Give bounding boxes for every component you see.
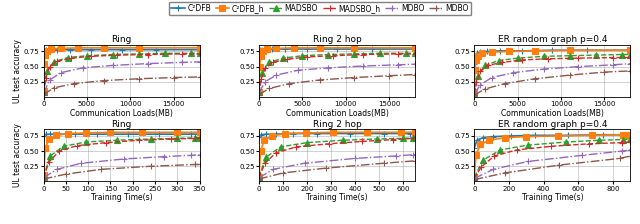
Title: Ring 2 hop: Ring 2 hop bbox=[312, 35, 362, 44]
X-axis label: Communication Loads(MB): Communication Loads(MB) bbox=[501, 108, 604, 118]
Y-axis label: UL test accuracy: UL test accuracy bbox=[13, 123, 22, 187]
X-axis label: Communication Loads(MB): Communication Loads(MB) bbox=[70, 108, 173, 118]
X-axis label: Communication Loads(MB): Communication Loads(MB) bbox=[285, 108, 388, 118]
Title: ER random graph p=0.4: ER random graph p=0.4 bbox=[498, 35, 607, 44]
X-axis label: Training Time(s): Training Time(s) bbox=[522, 193, 583, 202]
Title: ER random graph p=0.4: ER random graph p=0.4 bbox=[498, 120, 607, 129]
X-axis label: Training Time(s): Training Time(s) bbox=[306, 193, 368, 202]
Title: Ring 2 hop: Ring 2 hop bbox=[312, 120, 362, 129]
Title: Ring: Ring bbox=[111, 120, 132, 129]
Legend: C²DFB, C²DFB_h, MADSBO, MADSBO_h, MDBO, MDBO: C²DFB, C²DFB_h, MADSBO, MADSBO_h, MDBO, … bbox=[169, 2, 471, 15]
Title: Ring: Ring bbox=[111, 35, 132, 44]
X-axis label: Training Time(s): Training Time(s) bbox=[91, 193, 152, 202]
Y-axis label: UL test accuracy: UL test accuracy bbox=[13, 39, 22, 103]
